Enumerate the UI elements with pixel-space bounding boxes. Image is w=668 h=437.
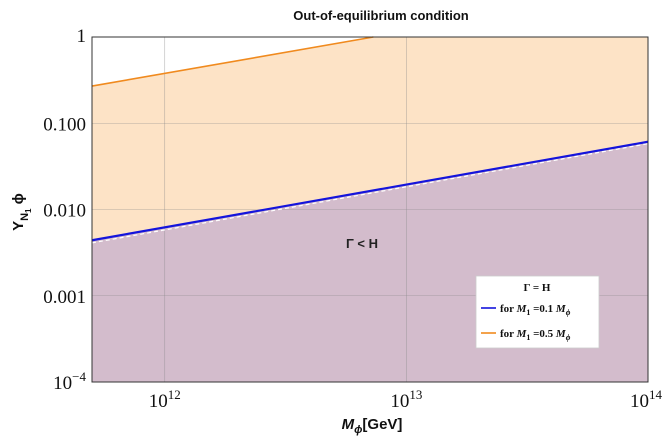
legend-label-m1-0.5: for M1 =0.5 Mϕ (500, 328, 571, 342)
y-tick-label: 10−4 (53, 369, 86, 394)
series-dashed-reference (91, 143, 649, 244)
region-out-of-equilibrium-band (92, 37, 648, 241)
plot-frame (91, 36, 649, 383)
series-line-m1-0.5 (91, 36, 374, 87)
legend-1-mid: =0.5 (530, 328, 556, 340)
y-axis-subscript: N (19, 213, 31, 221)
legend-0-m: M (516, 303, 528, 315)
y-tick-labels: 10−4 0.001 0.010 0.100 1 (43, 26, 86, 394)
legend-title: Γ = H (524, 282, 551, 294)
legend-1-prefix: for (500, 328, 517, 340)
legend-1-msub: 1 (526, 333, 530, 342)
legend-1-m2: M (555, 328, 567, 340)
region-annotation: Γ < H (346, 236, 378, 251)
series-line-m1-0.1 (91, 140, 649, 242)
chart-title: Out-of-equilibrium condition (293, 8, 469, 23)
y-tick-label: 0.010 (43, 201, 86, 222)
y-tick-label: 1 (77, 26, 87, 47)
y-axis-symbol: Y (10, 221, 27, 231)
legend-0-mid: =0.1 (530, 303, 556, 315)
y-tick-label: 0.100 (43, 114, 86, 135)
x-tick-label: 1014 (630, 387, 663, 412)
legend-box (475, 275, 600, 349)
x-tick-label: 1012 (149, 387, 181, 412)
y-tick-label: 0.001 (43, 287, 86, 308)
legend-0-prefix: for (500, 303, 517, 315)
legend-1-m: M (516, 328, 528, 340)
legend-0-msub: 1 (526, 308, 530, 317)
y-axis-tail: ϕ (10, 193, 27, 208)
y-axis-label: YN1 ϕ (10, 193, 33, 231)
legend-label-m1-0.1: for M1 =0.1 Mϕ (500, 303, 571, 317)
x-tick-label: 1013 (390, 387, 422, 412)
y-axis-subsubscript: 1 (24, 208, 33, 213)
legend-1-m2sub: ϕ (566, 333, 571, 342)
x-axis-subscript: ϕ (354, 424, 362, 436)
x-tick-labels: 1012 1013 1014 (149, 387, 663, 412)
x-axis-symbol: M (342, 416, 355, 433)
x-axis-label: Mϕ[GeV] (342, 416, 403, 436)
legend-0-m2sub: ϕ (566, 308, 571, 317)
legend: Γ = H for M1 =0.1 Mϕ for M1 =0.5 Mϕ (475, 275, 600, 349)
legend-0-m2: M (555, 303, 567, 315)
x-axis-unit: [GeV] (362, 416, 402, 433)
